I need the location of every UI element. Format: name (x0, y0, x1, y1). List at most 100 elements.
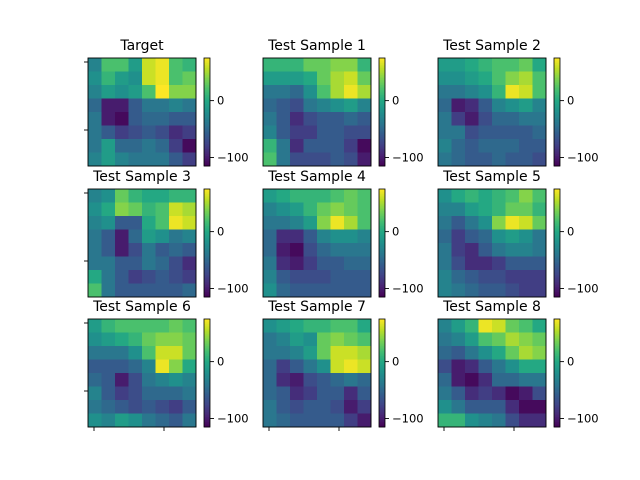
heatmap-cell (465, 71, 479, 86)
heatmap-cell (182, 189, 197, 203)
colorbar-segment (554, 118, 560, 121)
heatmap-cell (169, 139, 183, 153)
heatmap-cell (303, 202, 318, 217)
heatmap-cell (451, 413, 466, 428)
heatmap-cell (478, 98, 493, 113)
panel-title: Test Sample 6 (92, 299, 191, 315)
heatmap-cell (263, 359, 277, 374)
colorbar-segment (204, 192, 210, 195)
colorbar-segment (554, 327, 560, 330)
heatmap-cell (303, 216, 318, 230)
colorbar-segment (379, 281, 385, 284)
heatmap-cell (290, 125, 304, 140)
colorbar-segment (204, 330, 210, 333)
colorbar-segment (554, 286, 560, 289)
colorbar-segment (554, 194, 560, 197)
colorbar-segment (204, 83, 210, 86)
heatmap-cell (276, 98, 291, 113)
heatmap-cell (451, 346, 466, 360)
colorbar-segment (554, 270, 560, 273)
heatmap-cell (88, 386, 102, 401)
heatmap-cell (128, 283, 143, 298)
colorbar-segment (379, 207, 385, 210)
heatmap-cell (142, 270, 156, 284)
colorbar-segment (204, 285, 210, 288)
colorbar-segment (379, 189, 385, 192)
colorbar-segment (204, 253, 210, 256)
colorbar-segment (204, 344, 210, 347)
heatmap-cell (276, 139, 291, 153)
heatmap-cell (451, 400, 466, 414)
colorbar-segment (554, 101, 560, 104)
colorbar-segment (379, 73, 385, 76)
colorbar-segment (379, 227, 385, 230)
heatmap-cell (478, 58, 493, 72)
heatmap-cell (276, 270, 291, 284)
heatmap-cell (505, 359, 520, 374)
heatmap-cell (519, 400, 533, 414)
heatmap-cell (344, 283, 358, 298)
heatmap-cell (438, 112, 452, 126)
heatmap-cell (169, 85, 183, 99)
colorbar-segment (204, 100, 210, 103)
colorbar-segment (204, 340, 210, 344)
colorbar-segment (204, 144, 210, 147)
heatmap-cell (357, 71, 372, 86)
heatmap-cell (263, 58, 277, 72)
heatmap-cell (330, 319, 345, 333)
heatmap-cell (276, 202, 291, 217)
colorbar-segment (554, 190, 560, 193)
colorbar-segment (379, 86, 385, 89)
colorbar-segment (204, 249, 210, 252)
heatmap-cell (330, 139, 345, 153)
heatmap-cell (303, 98, 318, 113)
heatmap-cell (317, 243, 331, 257)
colorbar-segment (554, 357, 560, 360)
colorbar-tick-label: 0 (217, 94, 224, 108)
colorbar-segment (379, 293, 385, 296)
colorbar-segment (204, 152, 210, 155)
heatmap-cell (505, 98, 520, 113)
colorbar-segment (379, 420, 385, 423)
colorbar-segment (554, 103, 560, 106)
colorbar-segment (379, 122, 385, 125)
colorbar-segment (379, 425, 385, 428)
colorbar-segment (554, 325, 560, 328)
colorbar-segment (204, 73, 210, 76)
heatmap-cell (88, 243, 102, 257)
colorbar-tick-label: −100 (567, 150, 599, 164)
heatmap-cell (519, 243, 533, 257)
heatmap-cell (344, 413, 358, 428)
colorbar-segment (204, 411, 210, 414)
colorbar-segment (554, 253, 560, 256)
colorbar-segment (379, 79, 385, 83)
heatmap-cell (101, 386, 116, 401)
colorbar-segment (204, 416, 210, 419)
heatmap-cell (101, 202, 116, 217)
colorbar-segment (379, 386, 385, 389)
colorbar-segment (379, 197, 385, 200)
colorbar-segment (379, 411, 385, 414)
colorbar-segment (554, 108, 560, 111)
heatmap-cell (276, 58, 291, 72)
colorbar-segment (204, 398, 210, 401)
colorbar-segment (554, 425, 560, 428)
heatmap-cell (88, 283, 102, 298)
heatmap-cell (330, 400, 345, 414)
colorbar-segment (204, 214, 210, 217)
axes-frame (87, 57, 197, 167)
colorbar-segment (554, 132, 560, 135)
heatmap-cell (101, 413, 116, 428)
heatmap-cell (142, 359, 156, 374)
heatmap-cell (317, 319, 331, 333)
heatmap-cell (519, 270, 533, 284)
colorbar-segment (379, 276, 385, 279)
colorbar-segment (554, 86, 560, 89)
colorbar-segment (379, 76, 385, 79)
heatmap-cell (290, 229, 304, 244)
colorbar-segment (204, 259, 210, 262)
colorbar-segment (204, 322, 210, 325)
colorbar-segment (554, 162, 560, 165)
colorbar-segment (204, 103, 210, 106)
heatmap-cell (357, 125, 372, 140)
